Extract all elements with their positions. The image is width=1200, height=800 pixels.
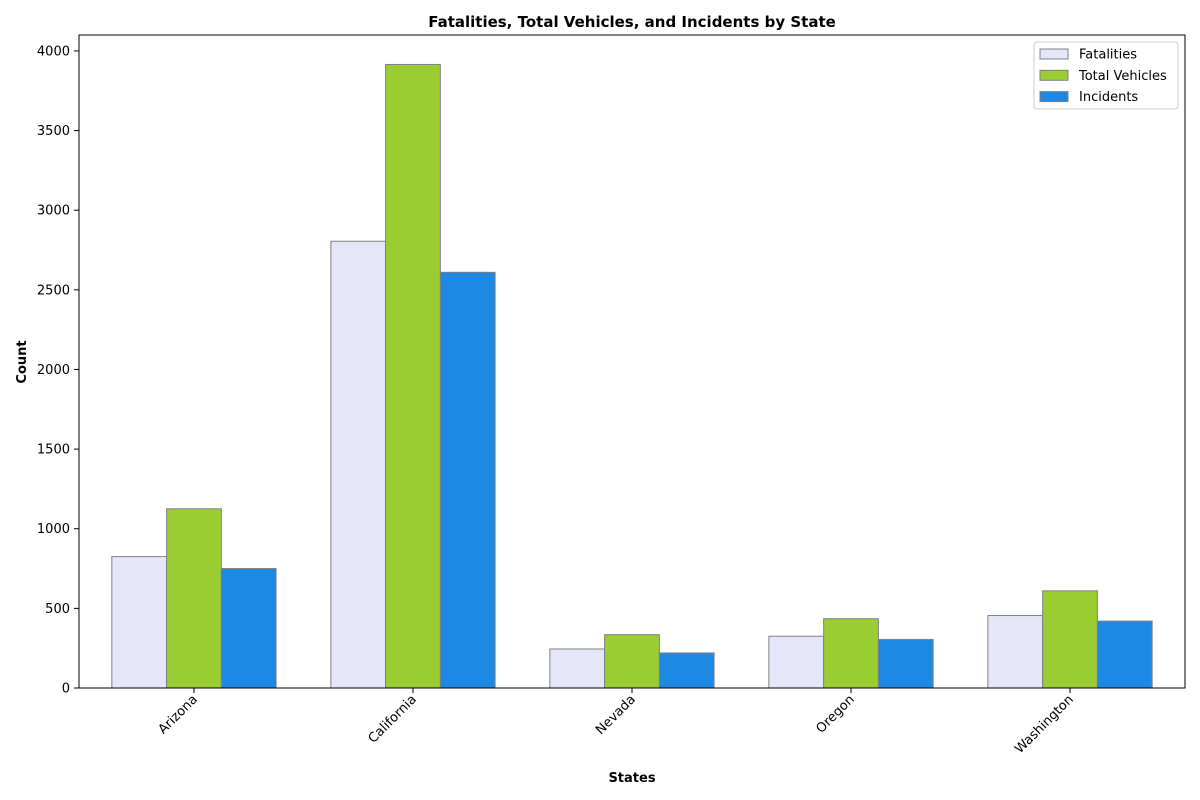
legend-label-fatalities: Fatalities bbox=[1079, 48, 1137, 63]
legend-label-incidents: Incidents bbox=[1079, 90, 1138, 105]
x-tick-label-california: California bbox=[366, 692, 420, 746]
x-tick-label-oregon: Oregon bbox=[813, 692, 857, 736]
y-tick-label: 2500 bbox=[37, 283, 70, 298]
bar-fatalities-arizona bbox=[111, 556, 168, 689]
y-tick-label: 2000 bbox=[37, 363, 70, 378]
bar-total-vehicles-arizona bbox=[166, 508, 222, 689]
y-tick-label: 500 bbox=[45, 602, 70, 617]
bar-incidents-washington bbox=[1096, 620, 1153, 689]
bar-fatalities-california bbox=[330, 240, 387, 689]
bar-total-vehicles-washington bbox=[1042, 590, 1098, 689]
bar-total-vehicles-oregon bbox=[823, 618, 879, 689]
y-tick-label: 1500 bbox=[37, 443, 70, 458]
bar-incidents-arizona bbox=[220, 568, 277, 689]
y-tick-label: 0 bbox=[62, 682, 70, 697]
bar-total-vehicles-nevada bbox=[604, 634, 660, 689]
bar-incidents-oregon bbox=[877, 638, 934, 689]
bar-incidents-california bbox=[439, 271, 496, 689]
bar-fatalities-washington bbox=[987, 615, 1044, 689]
legend-swatch-incidents bbox=[1039, 91, 1069, 103]
x-tick-label-arizona: Arizona bbox=[156, 692, 201, 737]
legend-box bbox=[1033, 41, 1179, 110]
y-tick-label: 3000 bbox=[37, 204, 70, 219]
chart-title: Fatalities, Total Vehicles, and Incident… bbox=[428, 13, 836, 31]
y-tick-label: 3500 bbox=[37, 124, 70, 139]
legend-swatch-fatalities bbox=[1039, 48, 1069, 60]
bar-fatalities-nevada bbox=[549, 648, 606, 689]
y-axis-label: Count bbox=[15, 340, 30, 383]
y-axis: 0 500 1000 1500 2000 2500 3000 3500 4000 bbox=[37, 44, 79, 697]
x-axis: Arizona California Nevada Oregon Washington bbox=[156, 688, 1077, 757]
x-axis-label: States bbox=[608, 771, 655, 786]
x-tick-label-washington: Washington bbox=[1012, 692, 1077, 757]
bar-total-vehicles-california bbox=[385, 63, 441, 689]
legend-swatch-total-vehicles bbox=[1039, 69, 1069, 81]
plot-frame bbox=[78, 34, 1186, 689]
bar-incidents-nevada bbox=[658, 652, 715, 689]
y-tick-label: 1000 bbox=[37, 522, 70, 537]
x-tick-label-nevada: Nevada bbox=[593, 692, 639, 738]
bars-group bbox=[111, 63, 1153, 689]
bar-fatalities-oregon bbox=[768, 635, 825, 689]
legend-label-total-vehicles: Total Vehicles bbox=[1078, 69, 1167, 84]
y-tick-label: 4000 bbox=[37, 44, 70, 59]
legend: Fatalities Total Vehicles Incidents bbox=[1033, 41, 1179, 110]
